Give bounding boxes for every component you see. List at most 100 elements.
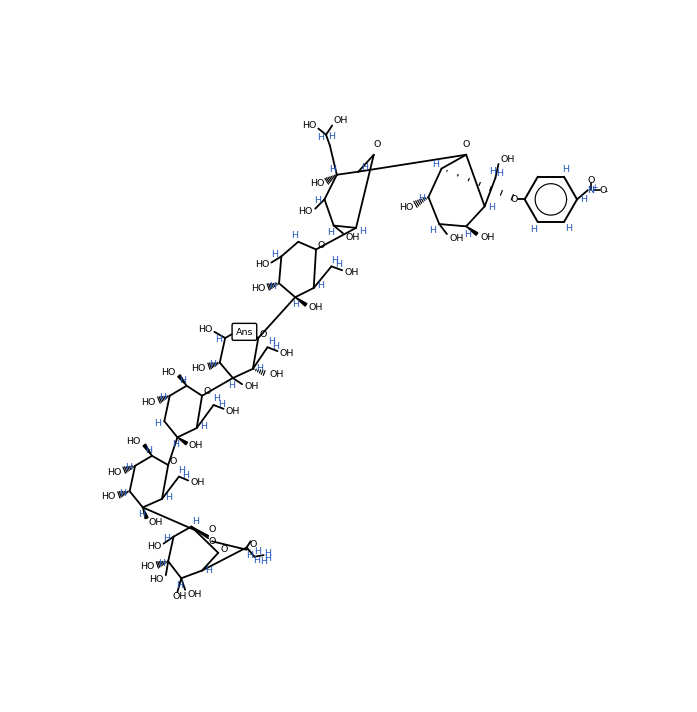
Text: H: H (209, 360, 216, 369)
Text: H: H (138, 510, 145, 519)
Text: O: O (260, 330, 268, 339)
Text: H: H (314, 197, 321, 206)
Text: H: H (192, 517, 199, 525)
Text: H: H (172, 440, 179, 449)
Text: +: + (592, 182, 598, 192)
Text: H: H (336, 261, 343, 269)
Text: H: H (213, 394, 220, 403)
Text: H: H (217, 399, 225, 409)
Text: H: H (254, 547, 261, 556)
Text: OH: OH (345, 233, 360, 241)
Text: OH: OH (190, 478, 205, 487)
Text: HO: HO (198, 325, 212, 334)
Text: H: H (328, 132, 335, 141)
Text: H: H (200, 422, 207, 431)
Text: H: H (176, 581, 183, 590)
Text: OH: OH (450, 234, 464, 244)
Text: -: - (605, 187, 608, 197)
Text: H: H (530, 224, 537, 234)
Text: H: H (246, 550, 253, 560)
Text: H: H (562, 165, 569, 174)
Text: OH: OH (187, 590, 202, 599)
Text: H: H (317, 133, 324, 142)
Text: HO: HO (107, 468, 121, 477)
Text: OH: OH (480, 233, 494, 241)
Text: OH: OH (173, 592, 187, 601)
Text: OH: OH (245, 382, 259, 391)
Text: OH: OH (500, 155, 514, 164)
Text: H: H (268, 282, 275, 291)
Text: H: H (206, 566, 213, 575)
Text: HO: HO (147, 542, 161, 551)
Text: HO: HO (254, 261, 269, 269)
Text: OH: OH (226, 407, 240, 416)
Text: H: H (160, 393, 167, 402)
Text: H: H (215, 335, 222, 344)
Text: OH: OH (334, 116, 348, 125)
Text: OH: OH (344, 268, 359, 277)
Text: H: H (581, 195, 588, 204)
Text: H: H (119, 489, 126, 498)
Text: H: H (496, 169, 503, 178)
Text: H: H (158, 559, 164, 568)
Text: H: H (291, 231, 298, 240)
Polygon shape (143, 444, 152, 456)
Text: H: H (154, 419, 161, 428)
Text: Ans: Ans (236, 328, 253, 337)
Text: O: O (318, 241, 325, 250)
Text: OH: OH (270, 370, 284, 379)
Text: O: O (587, 176, 595, 184)
Text: O: O (221, 545, 228, 554)
Polygon shape (466, 226, 478, 235)
Text: H: H (327, 228, 334, 237)
Text: O: O (170, 456, 177, 466)
Text: HO: HO (251, 284, 265, 293)
Text: H: H (292, 300, 299, 310)
Text: H: H (418, 194, 425, 203)
Text: H: H (272, 342, 279, 351)
Text: O: O (208, 537, 216, 546)
Text: H: H (228, 381, 235, 390)
Text: H: H (359, 227, 366, 236)
Text: HO: HO (298, 207, 313, 216)
Text: H: H (256, 365, 263, 373)
Text: H: H (432, 160, 439, 169)
Text: H: H (268, 337, 275, 345)
Text: H: H (179, 376, 186, 385)
Text: H: H (125, 463, 132, 472)
Text: HO: HO (149, 575, 164, 585)
Text: H: H (163, 534, 170, 543)
Text: O: O (374, 140, 381, 149)
Polygon shape (178, 375, 187, 386)
Text: H: H (565, 224, 572, 233)
Text: H: H (329, 165, 336, 174)
Text: HO: HO (399, 203, 413, 211)
Text: HO: HO (126, 437, 141, 446)
Text: H: H (271, 251, 278, 259)
Text: HO: HO (141, 398, 156, 407)
Text: HO: HO (140, 562, 154, 571)
Text: H: H (145, 446, 152, 455)
Text: HO: HO (161, 368, 175, 377)
FancyBboxPatch shape (232, 323, 256, 340)
Text: H: H (264, 549, 271, 558)
Text: OH: OH (189, 441, 204, 450)
Text: H: H (361, 163, 368, 172)
Text: HO: HO (102, 492, 116, 501)
Text: OH: OH (308, 303, 323, 313)
Polygon shape (143, 508, 148, 519)
Text: HO: HO (310, 179, 325, 189)
Text: H: H (489, 167, 496, 176)
Text: O: O (463, 140, 470, 149)
Text: H: H (317, 281, 324, 290)
Text: H: H (429, 226, 436, 235)
Text: H: H (464, 229, 471, 239)
Text: O: O (204, 387, 211, 397)
Text: OH: OH (149, 518, 163, 528)
Text: O: O (208, 525, 216, 534)
Text: H: H (165, 493, 172, 502)
Text: H: H (253, 556, 260, 565)
Text: OH: OH (279, 349, 294, 358)
Text: O: O (250, 540, 256, 549)
Polygon shape (296, 297, 307, 306)
